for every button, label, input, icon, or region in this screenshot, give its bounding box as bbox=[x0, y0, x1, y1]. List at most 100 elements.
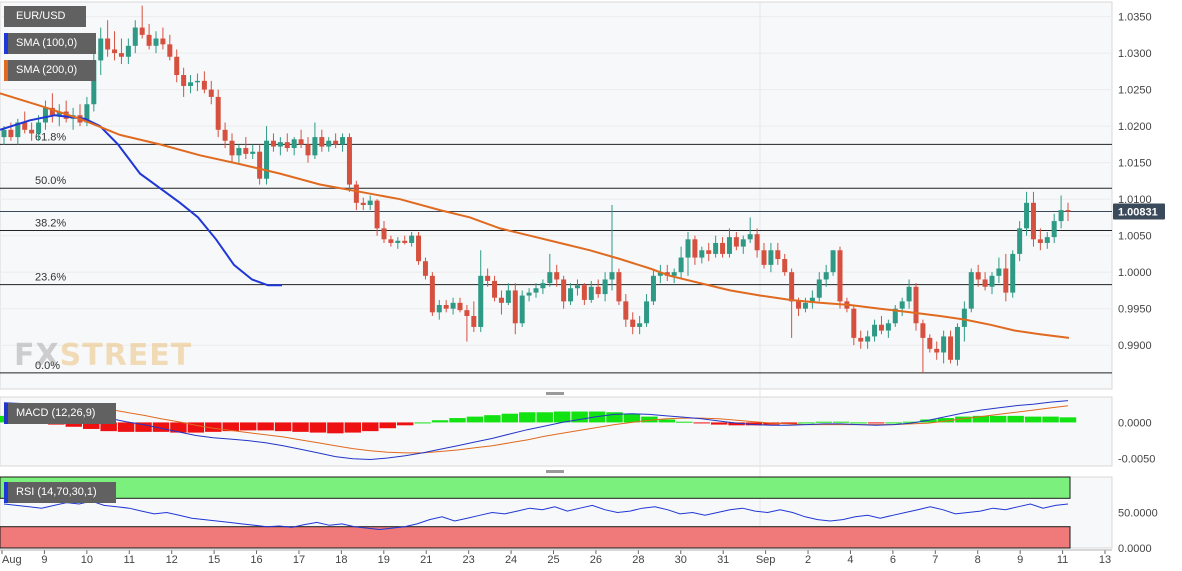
macd-histogram-bar bbox=[82, 422, 100, 429]
candle-body bbox=[201, 80, 207, 90]
candle-body bbox=[754, 234, 760, 251]
x-tick-label: Sep bbox=[756, 554, 776, 566]
candle-body bbox=[775, 250, 781, 260]
macd-histogram-bar bbox=[379, 422, 396, 429]
fib-level-label: 38.2% bbox=[35, 218, 66, 230]
pane-splitter bbox=[546, 470, 564, 473]
candle-body bbox=[229, 140, 235, 156]
sma100-line bbox=[0, 114, 282, 287]
macd-histogram-bar bbox=[257, 422, 274, 431]
x-tick-label: 31 bbox=[717, 554, 729, 566]
pane-splitter bbox=[546, 392, 564, 395]
candle-body bbox=[796, 301, 802, 309]
candle-body bbox=[906, 286, 912, 302]
candle-body bbox=[29, 129, 35, 134]
candle-body bbox=[616, 272, 622, 302]
macd-histogram-bar bbox=[885, 422, 902, 424]
candle-body bbox=[968, 272, 974, 309]
macd-histogram-bar bbox=[606, 412, 623, 423]
candle-body bbox=[91, 60, 97, 105]
candle-body bbox=[353, 184, 359, 203]
macd-legend[interactable]: MACD (12,26,9) bbox=[4, 403, 116, 424]
macd-histogram-bar bbox=[1007, 415, 1024, 423]
candle-body bbox=[181, 75, 187, 86]
candle-body bbox=[678, 257, 684, 273]
x-tick-label: 25 bbox=[547, 554, 559, 566]
x-tick-label: 15 bbox=[208, 554, 220, 566]
candle-body bbox=[215, 96, 221, 130]
macd-histogram-bar bbox=[780, 422, 798, 424]
candle-body bbox=[1010, 253, 1016, 293]
candle-body bbox=[996, 268, 1002, 276]
candle-body bbox=[36, 122, 42, 134]
macd-histogram-bar bbox=[972, 415, 990, 423]
candle-body bbox=[98, 38, 104, 61]
x-tick-label: 16 bbox=[250, 554, 262, 566]
macd-histogram-bar bbox=[484, 415, 501, 423]
watermark-fx: FX bbox=[14, 338, 60, 373]
candle-body bbox=[208, 89, 214, 97]
candle-body bbox=[1003, 268, 1009, 293]
macd-histogram-bar bbox=[798, 422, 815, 424]
candle-body bbox=[1044, 237, 1050, 243]
symbol-legend[interactable]: EUR/USD bbox=[4, 6, 86, 27]
fib-level-label: 61.8% bbox=[35, 131, 66, 143]
candle-body bbox=[644, 301, 650, 324]
x-tick-label: 12 bbox=[166, 554, 178, 566]
candle-body bbox=[222, 129, 228, 141]
x-tick-label: 19 bbox=[378, 554, 390, 566]
candle-body bbox=[112, 49, 118, 54]
candle-body bbox=[885, 323, 891, 331]
x-tick-label: 18 bbox=[335, 554, 347, 566]
candle-body bbox=[913, 286, 919, 324]
rsi-tick-label: 0.0000 bbox=[1118, 543, 1152, 555]
candle-body bbox=[1065, 210, 1071, 212]
x-tick-label: 9 bbox=[41, 554, 47, 566]
candle-body bbox=[236, 148, 242, 156]
macd-histogram-bar bbox=[867, 422, 885, 424]
macd-histogram-bar bbox=[937, 418, 955, 423]
candle-body bbox=[547, 272, 553, 284]
candle-body bbox=[471, 315, 477, 327]
candle-body bbox=[326, 140, 332, 147]
candle-body bbox=[865, 336, 871, 342]
sma100-legend[interactable]: SMA (100,0) bbox=[4, 33, 96, 54]
rsi-legend[interactable]: RSI (14,70,30,1) bbox=[4, 482, 116, 503]
candle-body bbox=[768, 250, 774, 265]
macd-histogram-bar bbox=[519, 412, 536, 423]
rsi-indicator bbox=[0, 476, 1071, 549]
candle-body bbox=[264, 140, 270, 179]
macd-histogram-bar bbox=[205, 422, 222, 432]
macd-tick-label: 0.0000 bbox=[1118, 417, 1152, 429]
sma200-legend[interactable]: SMA (200,0) bbox=[4, 60, 96, 81]
candle-body bbox=[153, 38, 159, 46]
macd-histogram-bar bbox=[710, 422, 728, 425]
candle-body bbox=[554, 272, 560, 280]
fib-level-label: 50.0% bbox=[35, 175, 66, 187]
main-pane bbox=[0, 1, 1113, 390]
candle-body bbox=[699, 250, 705, 258]
candle-body bbox=[961, 308, 967, 327]
candle-body bbox=[498, 297, 504, 303]
candle-body bbox=[948, 336, 954, 360]
macd-histogram-bar bbox=[571, 411, 588, 423]
candle-body bbox=[409, 235, 415, 243]
candle-body bbox=[270, 140, 276, 147]
sma200-swatch bbox=[4, 60, 8, 81]
candle-body bbox=[250, 151, 256, 154]
candle-body bbox=[512, 290, 518, 324]
candle-body bbox=[588, 286, 594, 300]
candle-body bbox=[15, 122, 21, 138]
candle-body bbox=[146, 34, 152, 46]
candle-body bbox=[526, 292, 532, 296]
candle-body bbox=[167, 44, 173, 57]
candle-body bbox=[782, 259, 788, 273]
sma200-label: SMA (200,0) bbox=[16, 64, 78, 76]
macd-histogram-bar bbox=[1059, 417, 1077, 423]
fxstreet-watermark: FXSTREET bbox=[14, 338, 192, 373]
macd-histogram-bar bbox=[117, 422, 135, 432]
candle-body bbox=[851, 308, 857, 338]
candle-body bbox=[395, 240, 401, 243]
macd-histogram-bar bbox=[641, 416, 658, 423]
